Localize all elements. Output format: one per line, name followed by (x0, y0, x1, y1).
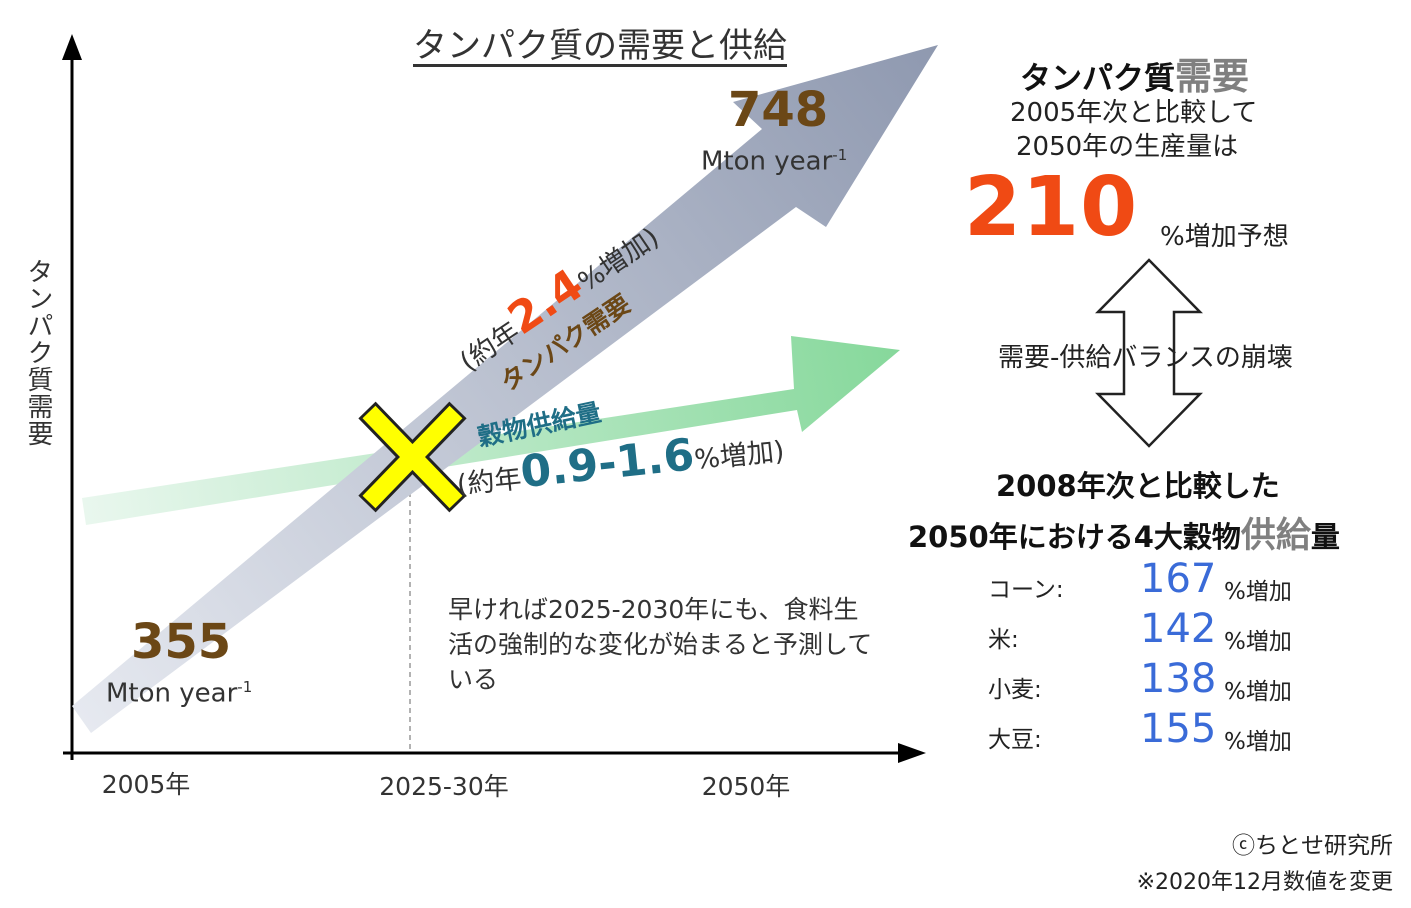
x-tick-label: 2005年 (102, 770, 191, 799)
crossing-x-mark (358, 401, 467, 513)
y-axis-label: タンパク質需要 (23, 258, 53, 447)
crop-label: 米: (988, 627, 1019, 653)
crop-row-wheat: 小麦: 138 %増加 (988, 656, 1318, 706)
demand-increase-value: 210 (964, 160, 1139, 255)
crop-row-corn: コーン: 167 %増加 (988, 556, 1318, 606)
demand-desc-line2: 2050年の生産量は (1016, 132, 1239, 162)
y-axis-arrowhead (62, 34, 82, 60)
crop-unit: %増加 (1224, 729, 1292, 755)
crop-label: 大豆: (988, 727, 1042, 753)
crossing-note: 早ければ2025-2030年にも、食料生活の強制的な変化が始まると予測している (448, 595, 873, 694)
copyright-text: ⓒちとせ研究所 (1232, 833, 1393, 859)
crop-value: 142 (1140, 606, 1217, 652)
demand-start-value: 355 (131, 614, 232, 670)
double-arrow-icon (1095, 258, 1203, 448)
demand-increase-unit: %増加予想 (1160, 222, 1289, 252)
x-axis-arrowhead (898, 743, 926, 763)
supply-heading-line2: 2050年における4大穀物供給量 (908, 516, 1340, 556)
x-tick-label: 2025-30年 (379, 772, 508, 801)
crop-label: コーン: (988, 577, 1064, 603)
demand-desc-line1: 2005年次と比較して (1010, 98, 1258, 128)
crop-value: 167 (1140, 556, 1217, 602)
demand-end-value: 748 (728, 82, 829, 138)
crop-row-soybean: 大豆: 155 %増加 (988, 706, 1318, 756)
x-tick-label: 2050年 (702, 772, 791, 801)
demand-start-unit: Mton year-1 (106, 678, 253, 709)
crop-label: 小麦: (988, 677, 1042, 703)
demand-heading: タンパク質需要 (1020, 55, 1249, 98)
crop-value: 138 (1140, 656, 1217, 702)
crop-row-rice: 米: 142 %増加 (988, 606, 1318, 656)
demand-arrow (72, 45, 938, 733)
balance-collapse-text: 需要-供給バランスの崩壊 (998, 343, 1293, 373)
crop-unit: %増加 (1224, 679, 1292, 705)
crop-value: 155 (1140, 706, 1217, 752)
revision-note: ※2020年12月数値を変更 (1136, 870, 1393, 895)
crop-unit: %増加 (1224, 629, 1292, 655)
demand-end-unit: Mton year-1 (701, 146, 848, 177)
supply-heading-emphasis: 供給 (1240, 516, 1311, 556)
crop-unit: %増加 (1224, 579, 1292, 605)
demand-heading-emphasis: 需要 (1175, 55, 1249, 98)
chart-title: タンパク質の需要と供給 (413, 26, 787, 66)
supply-heading-line1: 2008年次と比較した (996, 469, 1280, 503)
supply-arrow (82, 336, 900, 525)
